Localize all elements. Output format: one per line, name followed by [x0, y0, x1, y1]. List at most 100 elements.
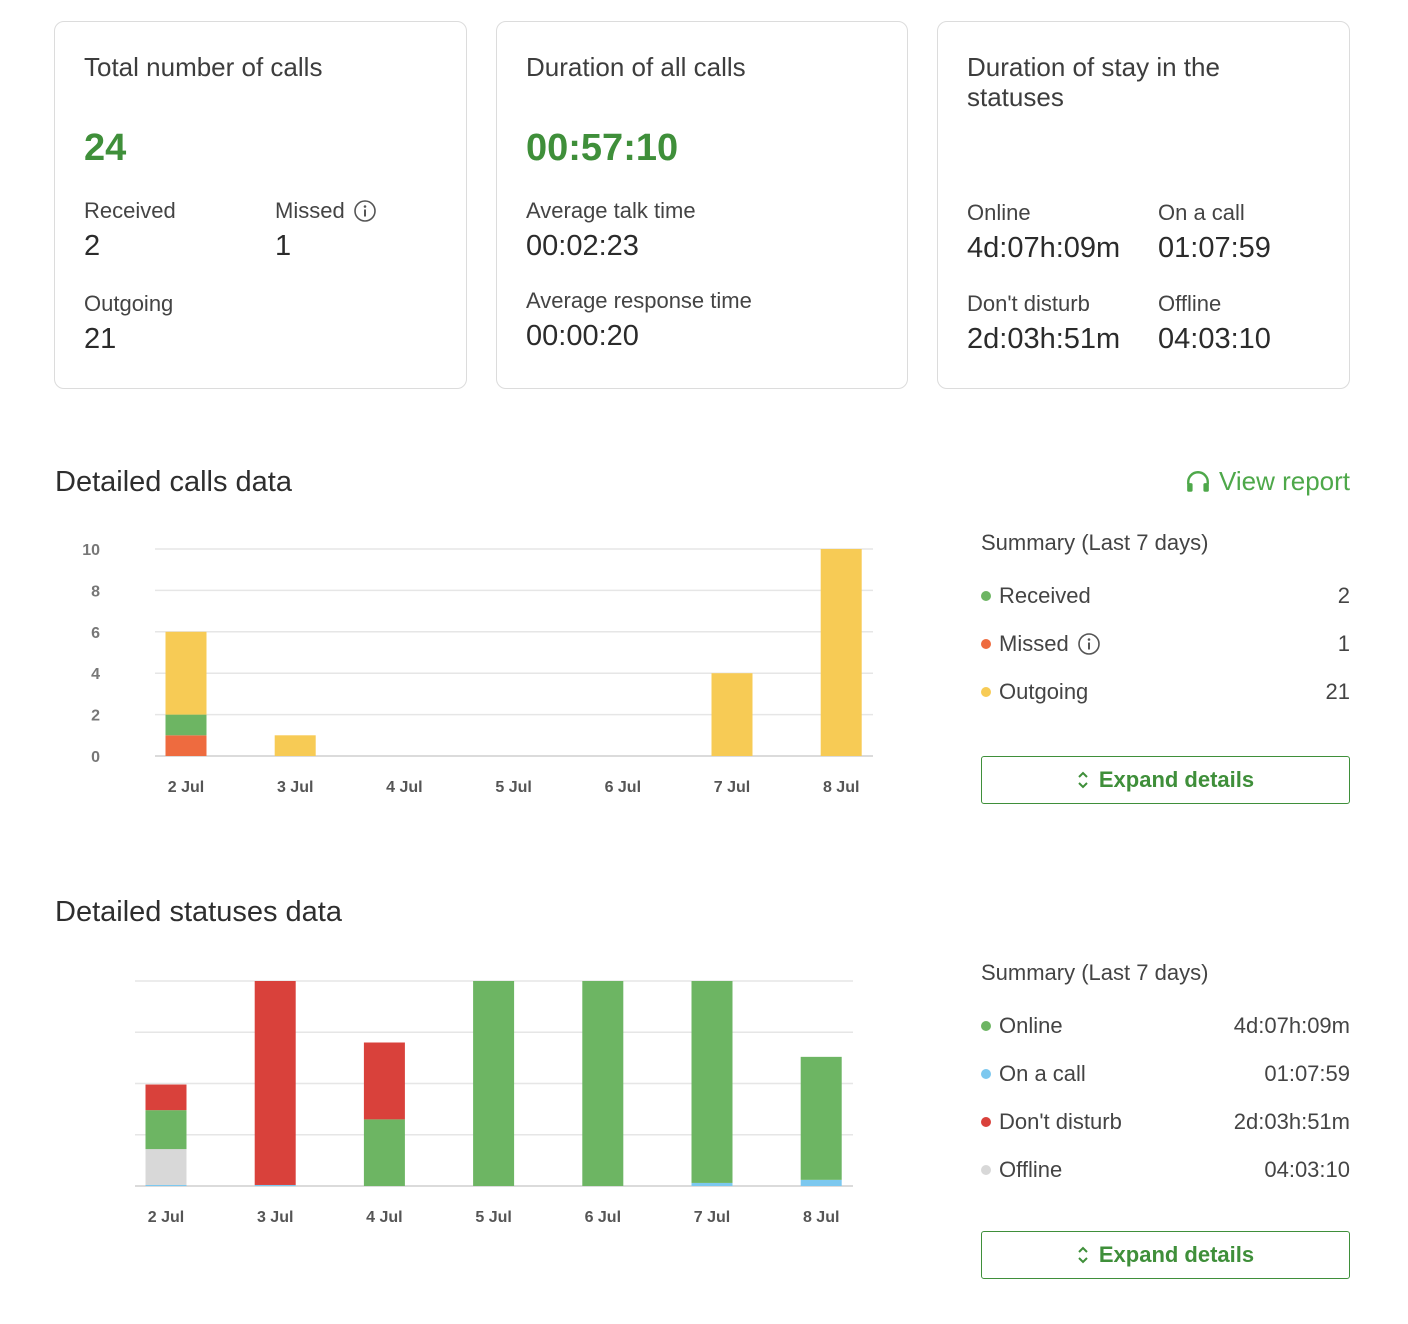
summary-label: On a call [999, 1061, 1086, 1086]
dnd-metric: Don't disturb 2d:03h:51m [967, 291, 1120, 356]
statuses-chart: 2 Jul 3 Jul 4 Jul 5 Jul 6 Jul 7 Jul 8 Jul [135, 980, 853, 1226]
y-tick-label: 8 [91, 583, 100, 600]
summary-row-missed: Missed 1 [981, 620, 1350, 668]
bar-segment[interactable] [145, 1110, 187, 1150]
dnd-label: Don't disturb [967, 291, 1090, 316]
missed-dot [981, 639, 991, 649]
bar-segment[interactable] [800, 1056, 842, 1180]
avg-response-label: Average response time [526, 288, 752, 313]
x-tick-label: 3 Jul [257, 1209, 293, 1226]
offline-metric: Offline 04:03:10 [1158, 291, 1271, 356]
online-value: 4d:07h:09m [967, 232, 1121, 264]
bar-segment[interactable] [145, 1149, 187, 1185]
bar-segment[interactable] [711, 673, 753, 756]
statuses-expand-details-button[interactable]: Expand details [981, 1231, 1350, 1279]
dnd-dot [981, 1117, 991, 1127]
bar-segment[interactable] [691, 1182, 733, 1186]
x-tick-label: 2 Jul [168, 779, 204, 796]
calls-chart: 0 2 4 6 8 10 2 Jul 3 Jul 4 Jul 5 Jul 6 Jul 7 Jul 8 J… [82, 542, 873, 796]
summary-row-received: Received 2 [981, 572, 1350, 620]
calls-expand-details-button[interactable]: Expand details [981, 756, 1350, 804]
bar-segment[interactable] [254, 1184, 296, 1186]
card-title: Duration of all calls [526, 52, 746, 82]
received-metric: Received 2 [84, 198, 176, 263]
summary-label: Missed [999, 631, 1069, 656]
summary-value: 21 [1325, 679, 1350, 704]
bar-segment[interactable] [691, 981, 733, 1183]
view-report-link[interactable]: View report [1185, 466, 1350, 497]
statuses-section-title: Detailed statuses data [55, 896, 342, 928]
bar-segment[interactable] [254, 981, 296, 1185]
bar-segment[interactable] [145, 1084, 187, 1111]
calls-summary: Summary (Last 7 days) Received 2 Missed … [981, 530, 1350, 716]
x-tick-label: 2 Jul [148, 1209, 184, 1226]
x-tick-label: 8 Jul [803, 1209, 839, 1226]
bar-segment[interactable] [274, 735, 316, 756]
outgoing-dot [981, 687, 991, 697]
online-label: Online [967, 200, 1031, 225]
y-tick-label: 10 [82, 542, 100, 559]
missed-value: 1 [275, 230, 292, 262]
received-value: 2 [84, 230, 101, 262]
bar-segment[interactable] [363, 1042, 405, 1120]
summary-value: 4d:07h:09m [1233, 1013, 1350, 1038]
calls-section-title: Detailed calls data [55, 466, 292, 498]
bar-segment[interactable] [363, 1119, 405, 1186]
avg-response-value: 00:00:20 [526, 320, 639, 352]
total-duration-value: 00:57:10 [526, 127, 679, 169]
summary-label: Outgoing [999, 679, 1089, 704]
bar-segment[interactable] [165, 631, 207, 715]
statuses-card: Duration of stay in the statuses Online … [937, 21, 1350, 389]
summary-value: 2 [1337, 583, 1350, 608]
missed-label: Missed [275, 198, 345, 223]
outgoing-value: 21 [84, 323, 117, 355]
summary-label: Online [999, 1013, 1063, 1038]
bar-segment[interactable] [820, 549, 862, 756]
missed-metric: Missed 1 [275, 198, 377, 263]
summary-title: Summary (Last 7 days) [981, 530, 1209, 555]
online-dot [981, 1021, 991, 1031]
summary-value: 04:03:10 [1264, 1157, 1350, 1182]
outgoing-label: Outgoing [84, 291, 174, 316]
outgoing-metric: Outgoing 21 [84, 291, 173, 356]
received-label: Received [84, 198, 176, 223]
avg-talk-value: 00:02:23 [526, 230, 639, 262]
summary-row-outgoing: Outgoing 21 [981, 668, 1350, 716]
bar-segment[interactable] [165, 735, 207, 756]
chevron-up-down-icon [1078, 1246, 1088, 1264]
statuses-summary: Summary (Last 7 days) Online 4d:07h:09m … [981, 960, 1350, 1194]
expand-details-label: Expand details [1098, 1242, 1255, 1267]
duration-card: Duration of all calls 00:57:10 Average t… [496, 21, 908, 389]
on-call-dot [981, 1069, 991, 1079]
avg-talk-label: Average talk time [526, 198, 696, 223]
bar-segment[interactable] [800, 1179, 842, 1186]
x-tick-label: 4 Jul [366, 1209, 402, 1226]
summary-value: 1 [1337, 631, 1350, 656]
info-icon[interactable] [353, 199, 377, 223]
received-dot [981, 591, 991, 601]
x-tick-label: 8 Jul [823, 779, 859, 796]
bar-segment[interactable] [145, 1184, 187, 1186]
bar-segment[interactable] [582, 981, 624, 1186]
total-calls-value: 24 [84, 127, 127, 169]
total-calls-card: Total number of calls 24 Received 2 Miss… [54, 21, 467, 389]
info-icon[interactable] [1077, 632, 1101, 656]
x-tick-label: 7 Jul [694, 1209, 730, 1226]
x-tick-label: 7 Jul [714, 779, 750, 796]
offline-dot [981, 1165, 991, 1175]
x-tick-label: 5 Jul [495, 779, 531, 796]
bar-segment[interactable] [165, 714, 207, 736]
offline-value: 04:03:10 [1158, 323, 1271, 355]
y-tick-label: 4 [91, 666, 100, 683]
y-tick-label: 2 [91, 708, 100, 725]
headset-icon [1187, 470, 1209, 492]
summary-label: Don't disturb [999, 1109, 1122, 1134]
x-tick-label: 4 Jul [386, 779, 422, 796]
y-tick-label: 0 [91, 749, 100, 766]
y-tick-label: 6 [91, 625, 100, 642]
on-call-metric: On a call 01:07:59 [1158, 200, 1271, 265]
summary-row-online: Online 4d:07h:09m [981, 1002, 1350, 1050]
online-metric: Online 4d:07h:09m [967, 200, 1120, 265]
bar-segment[interactable] [473, 981, 515, 1186]
dnd-value: 2d:03h:51m [967, 323, 1121, 355]
